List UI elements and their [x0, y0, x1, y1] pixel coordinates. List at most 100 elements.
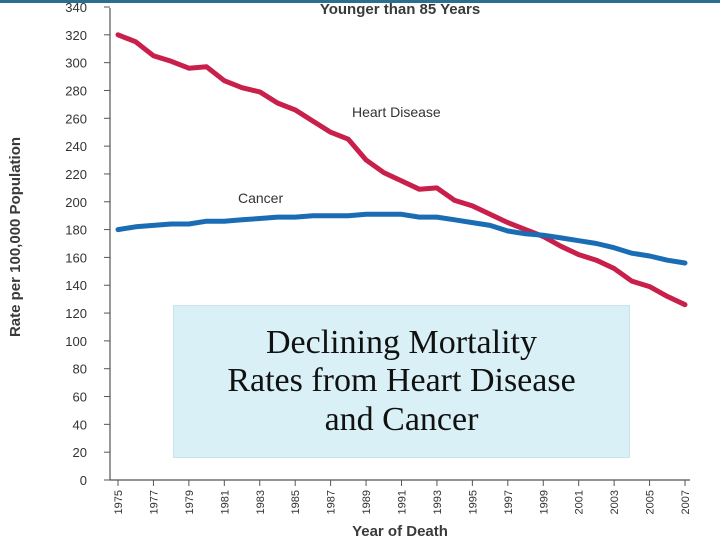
data-point [364, 158, 368, 162]
data-point [471, 204, 474, 208]
data-point [435, 215, 439, 219]
data-point [435, 186, 439, 190]
data-point [559, 245, 563, 248]
y-tick-label: 260 [65, 111, 87, 126]
x-tick-label: 1999 [538, 490, 550, 514]
y-tick-label: 60 [73, 390, 87, 405]
data-point [648, 285, 651, 288]
data-point [276, 101, 279, 105]
data-point [134, 225, 137, 229]
data-point [347, 214, 350, 217]
data-point [382, 171, 385, 174]
data-point [382, 213, 385, 216]
y-tick-label: 0 [80, 473, 87, 488]
x-tick-label: 1989 [361, 490, 373, 514]
data-point [187, 222, 191, 226]
x-tick-label: 2003 [609, 490, 621, 514]
data-point [223, 79, 226, 82]
data-point [116, 228, 120, 231]
data-point [187, 67, 191, 70]
chart-title: Younger than 85 Years [320, 1, 480, 18]
data-point [612, 267, 616, 270]
data-point [524, 228, 527, 231]
x-tick-label: 1995 [467, 490, 479, 514]
data-point [152, 224, 155, 227]
data-point [666, 258, 669, 262]
x-tick-label: 1977 [148, 490, 160, 514]
data-point [506, 221, 510, 224]
data-point [400, 179, 403, 183]
data-point [612, 246, 616, 249]
data-point [559, 236, 563, 240]
y-tick-label: 300 [65, 56, 87, 71]
data-point [453, 199, 456, 202]
y-tick-label: 140 [65, 278, 87, 293]
data-point [258, 217, 261, 220]
x-tick-label: 2001 [574, 490, 586, 514]
y-tick-label: 320 [65, 28, 87, 43]
data-point [488, 224, 492, 227]
y-axis-label: Rate per 100,000 Population [7, 137, 24, 337]
data-point [205, 220, 208, 223]
caption-line-1: Declining Mortality [265, 324, 537, 362]
data-point [240, 86, 244, 89]
data-point [542, 233, 545, 237]
y-tick-label: 340 [65, 0, 87, 15]
y-tick-label: 40 [73, 417, 87, 432]
y-tick-label: 200 [65, 195, 87, 210]
series-line-cancer [115, 211, 688, 266]
data-point [418, 188, 421, 191]
y-tick-label: 80 [73, 362, 87, 377]
series-line-heart-disease [115, 32, 688, 308]
data-point [488, 213, 492, 216]
x-axis-label: Year of Death [352, 523, 448, 540]
series-label-heart-disease: Heart Disease [352, 104, 441, 120]
data-point [152, 54, 155, 57]
data-point [630, 279, 634, 283]
data-point [169, 222, 173, 226]
data-point [347, 137, 350, 141]
y-tick-label: 160 [65, 250, 87, 265]
data-point [116, 33, 120, 37]
x-tick-label: 1979 [184, 490, 196, 514]
caption-text: Declining Mortality Rates from Heart Dis… [227, 324, 575, 438]
y-tick-label: 220 [65, 167, 87, 182]
data-point [453, 218, 456, 222]
x-tick-label: 1975 [113, 490, 125, 514]
data-point [471, 221, 474, 224]
data-point [258, 90, 261, 94]
y-tick-label: 120 [65, 306, 87, 321]
data-point [364, 213, 368, 216]
caption-line-2: Rates from Heart Disease [227, 362, 576, 400]
data-point [223, 220, 226, 223]
x-tick-label: 1993 [432, 490, 444, 514]
data-point [577, 253, 580, 256]
data-point [683, 303, 687, 306]
data-point [418, 215, 421, 219]
data-point [506, 229, 510, 233]
data-point [595, 258, 598, 262]
data-point [577, 239, 580, 242]
data-point [311, 214, 315, 217]
data-point [648, 254, 651, 258]
y-tick-label: 20 [73, 445, 87, 460]
caption-box: Declining Mortality Rates from Heart Dis… [173, 305, 630, 458]
data-point [630, 252, 634, 255]
data-point [134, 40, 137, 43]
data-point [595, 242, 598, 245]
y-tick-label: 280 [65, 83, 87, 98]
y-tick-label: 100 [65, 334, 87, 349]
data-point [311, 119, 315, 123]
x-tick-label: 1987 [326, 490, 338, 514]
x-tick-label: 1985 [290, 490, 302, 514]
data-point [524, 232, 527, 235]
x-tick-label: 1981 [219, 490, 231, 514]
top-accent-bar [0, 0, 720, 3]
data-point [169, 60, 173, 63]
data-point [276, 215, 279, 219]
data-point [683, 261, 687, 265]
x-tick-label: 1991 [397, 490, 409, 514]
data-point [666, 295, 669, 298]
y-tick-label: 180 [65, 223, 87, 238]
